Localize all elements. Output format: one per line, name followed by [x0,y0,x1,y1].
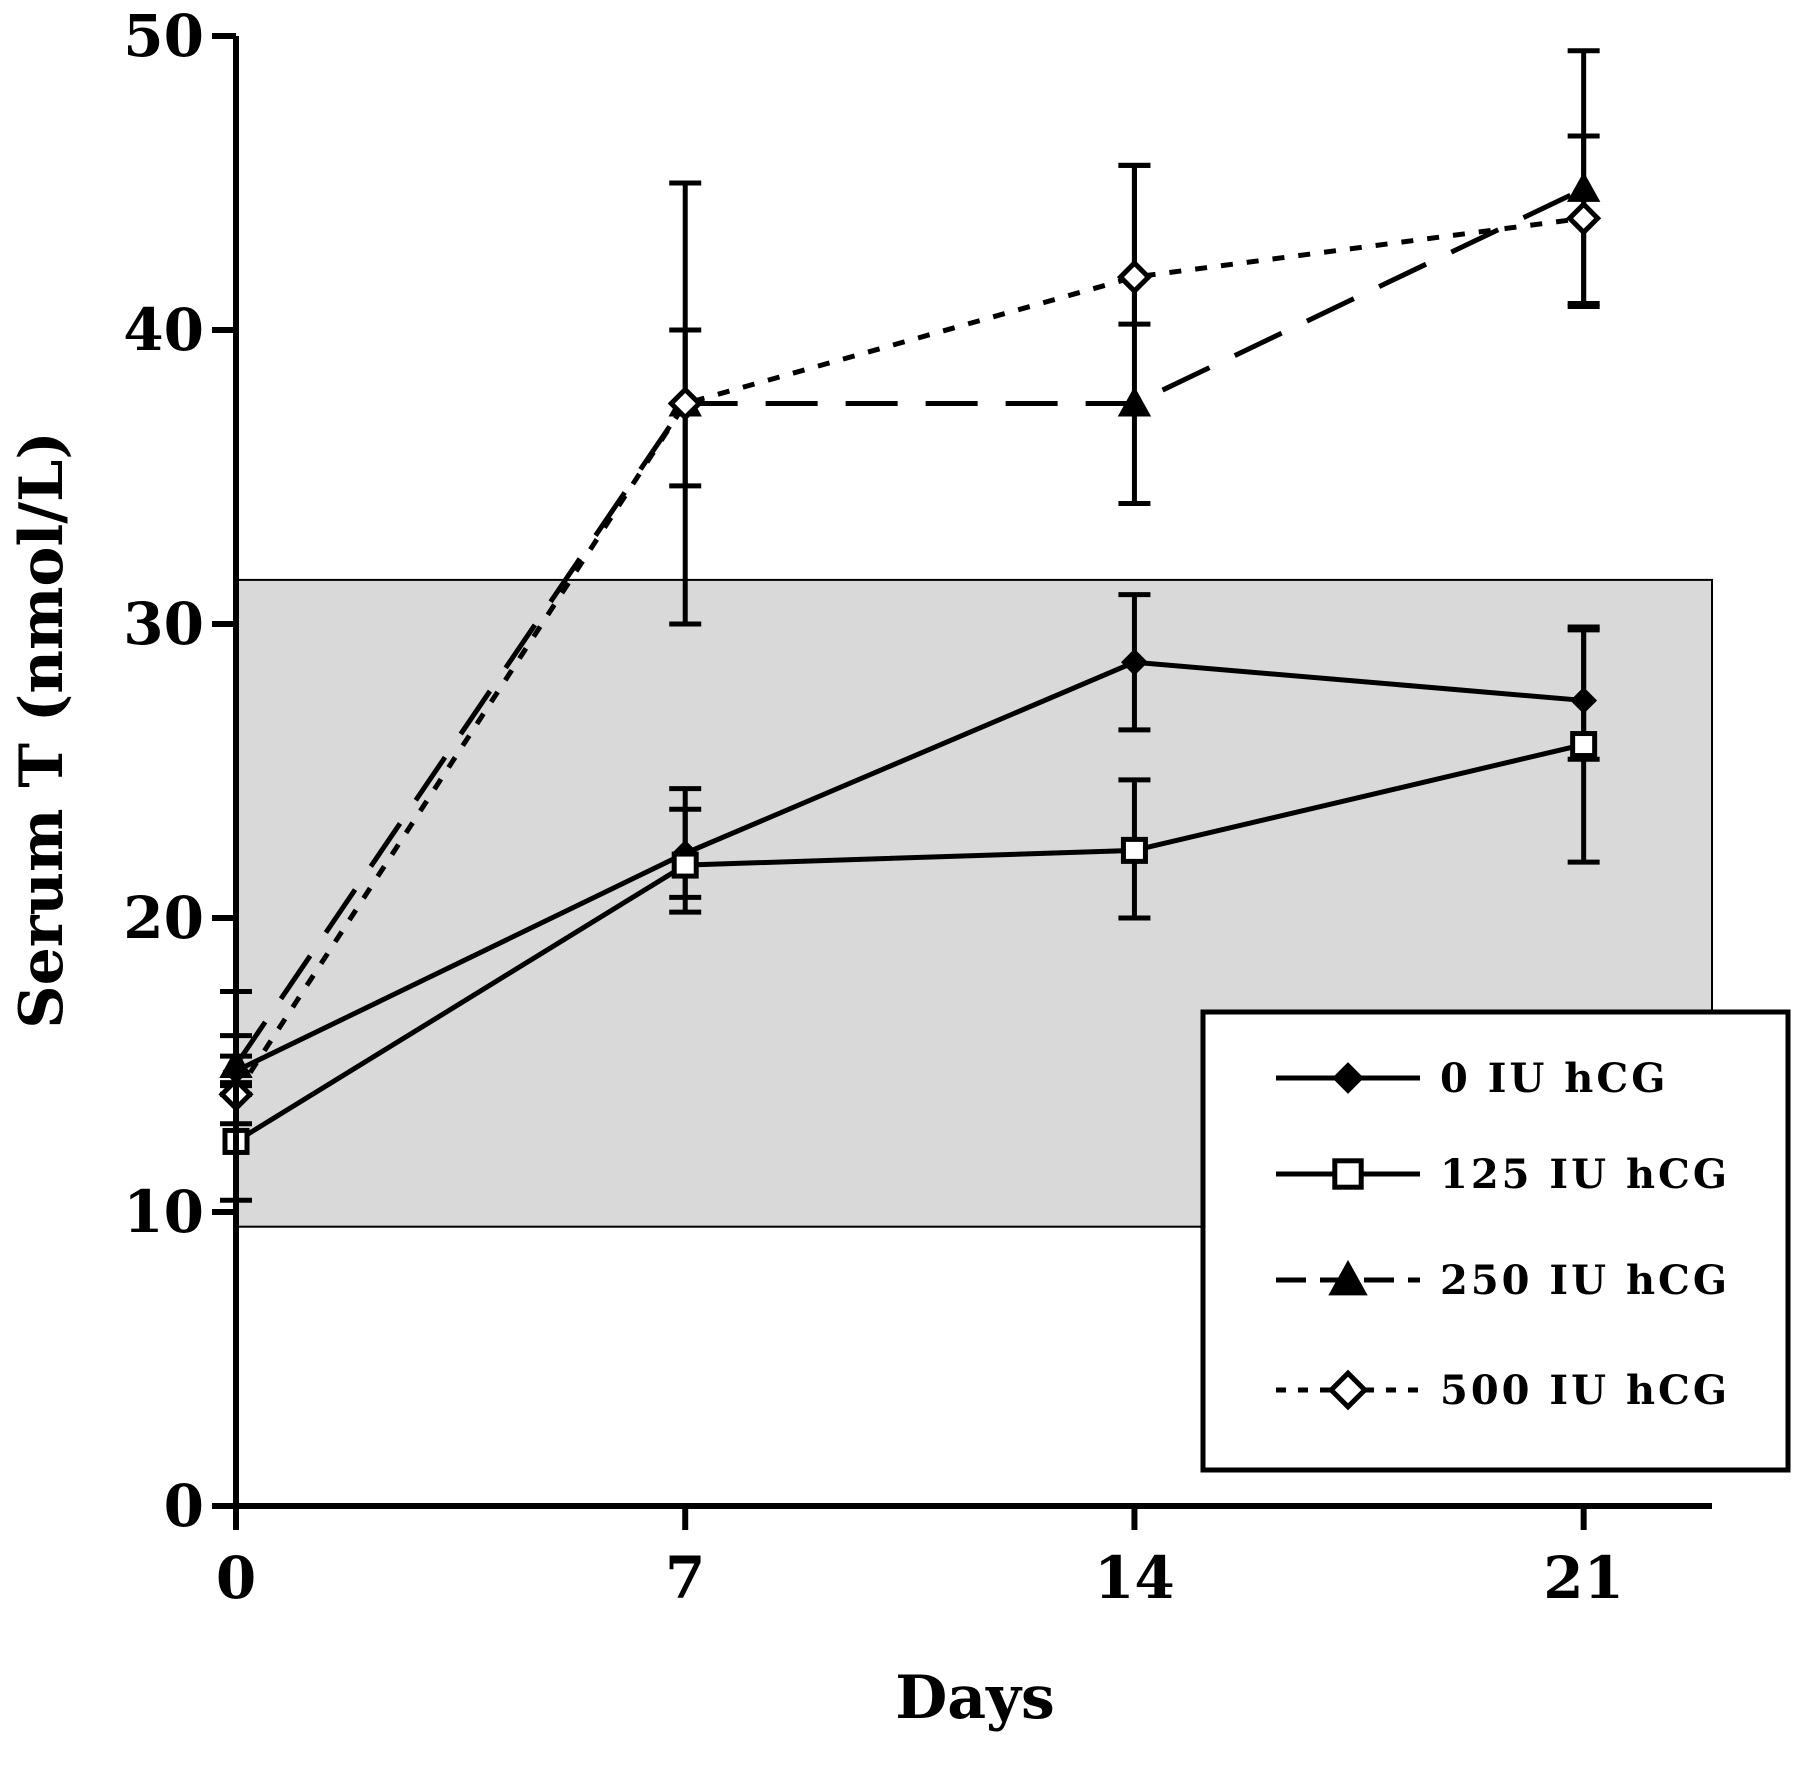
series-line [233,215,1584,1096]
y-tick-label: 10 [123,1178,204,1246]
x-tick-label: 0 [216,1544,256,1612]
ticks: 0 10 20 30 40 50 0 7 14 21 [123,2,1624,1612]
legend-item: 250 IU hCG [1276,1257,1730,1304]
marker-open-diamond [667,385,703,422]
x-tick-label: 14 [1094,1544,1175,1612]
marker-open-square [1332,1158,1364,1190]
y-tick-label: 20 [123,884,204,952]
legend-item: 500 IU hCG [1276,1367,1730,1414]
legend-label: 125 IU hCG [1440,1151,1730,1198]
y-tick-label: 30 [123,590,204,658]
legend: 0 IU hCG 125 IU hCG 250 IU hCG 500 IU hCG [1200,1009,1791,1473]
marker-filled-triangle [1328,1259,1368,1296]
marker-open-diamond [1327,1369,1369,1411]
legend-label: 0 IU hCG [1440,1055,1668,1102]
marker-open-diamond [1566,200,1602,236]
y-tick-label: 40 [123,296,204,364]
axes [233,36,1712,1509]
marker-open-square [671,851,699,879]
legend-item: 0 IU hCG [1276,1055,1668,1102]
marker-filled-diamond [1121,648,1148,676]
legend-label: 500 IU hCG [1440,1367,1730,1414]
marker-filled-diamond [1332,1062,1364,1094]
marker-open-diamond [1116,259,1152,295]
series-layer [218,48,1602,1203]
marker-filled-triangle [1117,386,1152,417]
series-line [234,742,1585,1144]
legend-label: 250 IU hCG [1440,1257,1730,1304]
y-axis-title: Serum T (nmol/L) [7,431,77,1028]
y-tick-label: 50 [123,2,204,70]
marker-open-square [1570,731,1598,759]
x-axis-title: Days [895,1663,1055,1733]
series-line [234,659,1584,1074]
x-tick-label: 21 [1543,1544,1624,1612]
marker-open-square [1120,836,1148,864]
legend-box [1200,1009,1791,1473]
legend-item: 125 IU hCG [1276,1151,1730,1198]
y-tick-label: 0 [164,1472,204,1540]
x-tick-label: 7 [665,1544,705,1612]
